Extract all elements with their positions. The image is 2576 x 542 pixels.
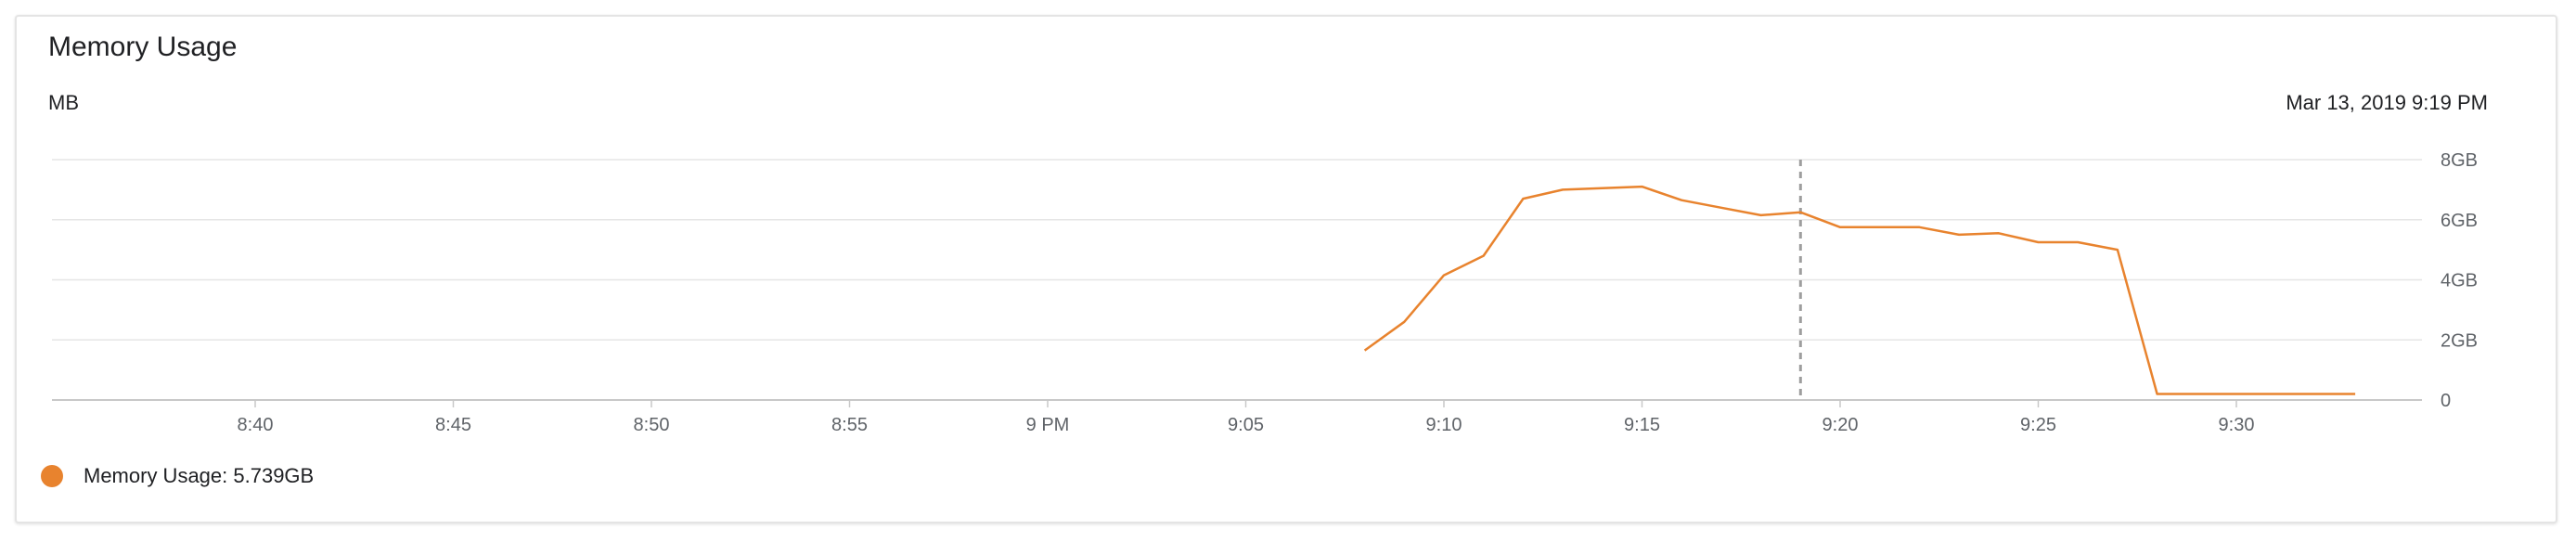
data-point-21 <box>2194 392 2199 397</box>
series-line-memory-usage <box>1363 185 2356 395</box>
data-point-17 <box>2036 239 2041 245</box>
data-point-8 <box>1679 198 1684 203</box>
hover-timestamp: Mar 13, 2019 9:19 PM <box>2286 91 2488 114</box>
data-point-25 <box>2352 392 2358 397</box>
chart-title: Memory Usage <box>48 32 238 62</box>
x-tick-label-7: 9:15 <box>1624 415 1660 435</box>
x-tick-label-2: 8:50 <box>634 415 670 435</box>
data-point-20 <box>2155 392 2160 397</box>
data-point-18 <box>2075 239 2080 245</box>
data-point-16 <box>1996 230 2002 236</box>
legend: Memory Usage: 5.739GB <box>41 464 314 488</box>
data-point-23 <box>2273 392 2279 397</box>
data-point-9 <box>1719 205 1724 211</box>
data-point-7 <box>1640 184 1645 189</box>
data-point-11 <box>1797 210 1803 215</box>
x-tick-label-3: 8:55 <box>831 415 868 435</box>
data-point-1 <box>1401 319 1407 325</box>
data-point-4 <box>1520 196 1526 201</box>
x-tick-label-5: 9:05 <box>1228 415 1264 435</box>
y-tick-label-0: 0 <box>2441 391 2451 411</box>
data-point-15 <box>1956 232 1962 238</box>
x-tick-label-6: 9:10 <box>1426 415 1462 435</box>
data-point-0 <box>1362 348 1368 354</box>
y-tick-label-2: 4GB <box>2441 271 2478 291</box>
legend-series-label: Memory Usage: 5.739GB <box>84 464 315 487</box>
data-point-14 <box>1916 225 1922 230</box>
x-tick-label-0: 8:40 <box>238 415 274 435</box>
y-tick-label-4: 8GB <box>2441 150 2478 171</box>
data-point-13 <box>1877 225 1883 230</box>
data-point-10 <box>1758 213 1764 218</box>
data-point-3 <box>1481 253 1487 259</box>
data-point-6 <box>1600 186 1605 191</box>
data-point-22 <box>2234 392 2239 397</box>
data-point-2 <box>1441 273 1447 278</box>
x-tick-label-8: 9:20 <box>1823 415 1859 435</box>
data-point-12 <box>1837 225 1843 230</box>
x-tick-label-1: 8:45 <box>435 415 471 435</box>
data-point-5 <box>1560 187 1565 192</box>
x-tick-label-10: 9:30 <box>2219 415 2255 435</box>
y-tick-label-3: 6GB <box>2441 211 2478 231</box>
data-point-24 <box>2312 392 2318 397</box>
legend-series-dot <box>41 465 63 487</box>
x-tick-label-4: 9 PM <box>1026 415 1070 435</box>
y-tick-label-1: 2GB <box>2441 330 2478 351</box>
x-tick-label-9: 9:25 <box>2020 415 2056 435</box>
unit-label: MB <box>48 91 79 114</box>
data-point-19 <box>2115 247 2120 252</box>
memory-usage-card <box>15 15 2557 523</box>
